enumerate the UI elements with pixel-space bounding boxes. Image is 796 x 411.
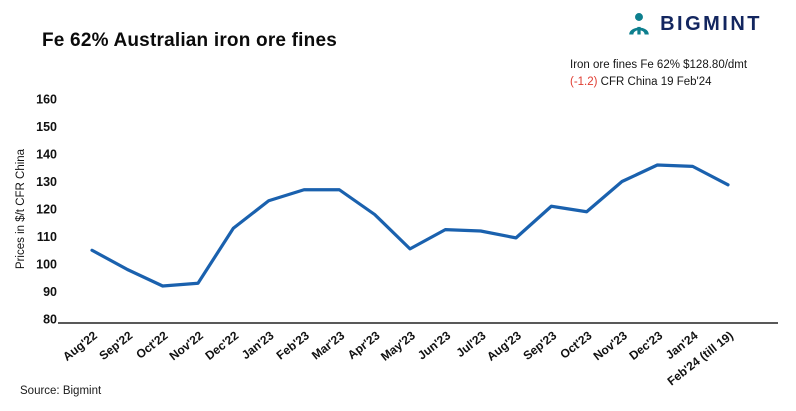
y-tick-label: 130	[36, 175, 57, 189]
y-tick-label: 120	[36, 203, 57, 217]
y-tick-label: 90	[43, 285, 57, 299]
y-tick-label: 160	[36, 93, 57, 107]
x-tick-label: Sep'22	[96, 328, 135, 363]
x-tick-label: Apr'23	[345, 328, 383, 362]
bigmint-logo-text: BIGMINT	[660, 12, 762, 35]
x-tick-label: Nov'23	[591, 328, 631, 363]
x-tick-label: Aug'23	[484, 328, 524, 364]
price-chart: Prices in $/t CFR China 80 90 100 110 120 130…	[15, 93, 778, 388]
y-tick-label: 110	[37, 230, 57, 244]
price-line	[90, 163, 730, 288]
x-tick-label: Sep'23	[520, 328, 559, 363]
bigmint-logo-icon	[629, 13, 649, 35]
y-tick-label: 150	[36, 120, 57, 134]
x-tick-label: Oct'22	[133, 328, 170, 362]
x-tick-label: Jul'23	[453, 328, 488, 360]
y-tick-label: 100	[36, 258, 57, 272]
x-tick-label: Jun'23	[415, 328, 453, 362]
x-tick-label: Jan'23	[239, 328, 277, 362]
y-tick-label: 140	[36, 148, 57, 162]
x-tick-label: Mar'23	[309, 328, 347, 362]
x-tick-label: Aug'22	[60, 328, 100, 364]
price-annotation: Iron ore fines Fe 62% $128.80/dmt (-1.2)…	[570, 57, 780, 92]
price-change: (-1.2)	[570, 76, 598, 89]
x-tick-label: Dec'22	[202, 328, 241, 363]
x-tick-label: May'23	[378, 328, 418, 364]
x-tick-label: Oct'23	[557, 328, 594, 362]
chart-title: Fe 62% Australian iron ore fines	[42, 30, 337, 51]
price-annotation-line2: CFR China 19 Feb'24	[597, 76, 712, 89]
x-tick-label: Dec'23	[626, 328, 665, 363]
price-annotation-line1: Iron ore fines Fe 62% $128.80/dmt	[570, 59, 748, 71]
x-tick-label: Feb'23	[274, 328, 312, 362]
source-note: Source: Bigmint	[20, 385, 102, 397]
y-axis-title: Prices in $/t CFR China	[15, 148, 27, 269]
bigmint-logo: BIGMINT	[625, 10, 762, 38]
x-tick-label: Nov'22	[167, 328, 207, 363]
y-tick-label: 80	[43, 313, 57, 327]
